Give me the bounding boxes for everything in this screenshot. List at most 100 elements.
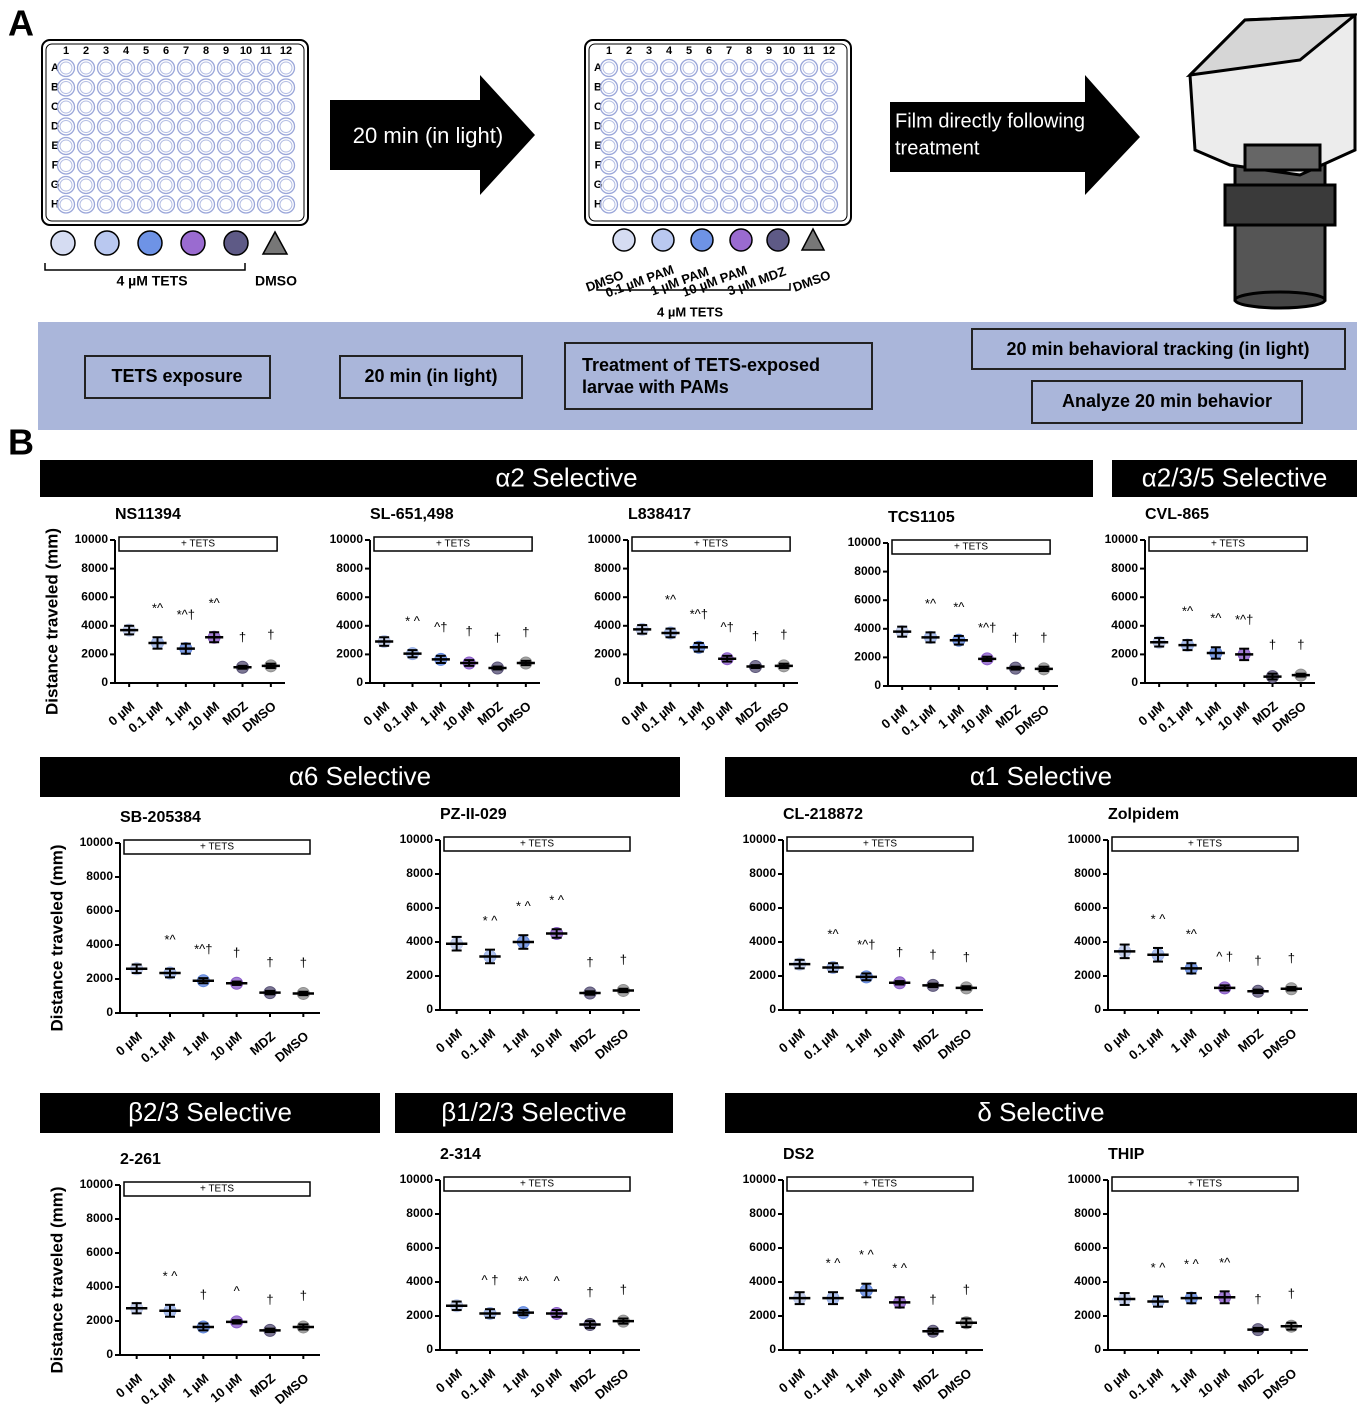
plate-row: H — [51, 198, 59, 210]
tets-box — [631, 536, 791, 552]
well — [179, 178, 193, 192]
well — [642, 159, 656, 172]
well — [96, 175, 116, 195]
well — [822, 61, 836, 75]
well — [136, 156, 156, 175]
arrow-label: Film directly following — [895, 110, 1085, 132]
well — [256, 156, 276, 175]
well — [279, 178, 293, 192]
y-tick-label: 2000 — [406, 968, 433, 982]
plate-column: 8 — [203, 45, 209, 57]
tets-label: + TETS — [520, 1179, 554, 1190]
well — [719, 97, 739, 117]
y-tick-label: 0 — [769, 1342, 776, 1356]
well — [659, 175, 679, 195]
well — [136, 97, 156, 117]
well — [116, 136, 136, 156]
y-tick-label: 8000 — [336, 561, 363, 575]
well — [136, 136, 156, 156]
significance: † — [929, 947, 936, 962]
well — [779, 195, 799, 214]
plate-row: F — [52, 159, 59, 171]
chart-title: SB-205384 — [120, 809, 201, 826]
well — [799, 156, 819, 175]
x-tick-label: 10 µM — [1195, 1025, 1233, 1060]
well — [722, 120, 736, 133]
x-tick-label: DMSO — [1260, 1025, 1300, 1062]
significance: *^ — [164, 932, 176, 947]
well — [96, 195, 116, 214]
well — [56, 195, 76, 214]
well — [156, 136, 176, 156]
y-tick-label: 4000 — [594, 618, 621, 632]
well — [799, 58, 819, 78]
well — [619, 136, 639, 156]
well — [76, 195, 96, 214]
well — [742, 139, 756, 153]
well — [662, 159, 676, 172]
well — [216, 175, 236, 195]
well — [779, 97, 799, 117]
well — [762, 120, 776, 133]
y-tick-label: 2000 — [81, 647, 108, 661]
well — [782, 120, 796, 133]
x-tick-label: 0.1 µM — [1126, 1365, 1166, 1402]
significance: † — [620, 1282, 627, 1297]
well — [659, 156, 679, 175]
well-swatch — [612, 228, 636, 252]
y-tick-label: 10000 — [743, 832, 777, 846]
significance: *^ — [953, 599, 965, 614]
well — [822, 159, 836, 172]
well — [156, 195, 176, 214]
well — [276, 117, 296, 136]
timeline-step: Analyze 20 min behavior — [1062, 391, 1272, 411]
y-tick-label: 8000 — [81, 561, 108, 575]
well — [156, 78, 176, 97]
significance: † — [267, 627, 274, 642]
x-tick-label: DMSO — [935, 1365, 975, 1402]
well — [799, 195, 819, 214]
significance: † — [200, 1287, 207, 1302]
tets-box — [118, 536, 278, 552]
chart-title: 2-314 — [440, 1146, 481, 1163]
well — [116, 97, 136, 117]
significance: † — [1297, 637, 1304, 652]
well — [136, 78, 156, 97]
x-tick-label: 0.1 µM — [801, 1365, 841, 1402]
x-tick-label: 1 µM — [1167, 1025, 1199, 1055]
well — [236, 117, 256, 136]
group-header — [40, 757, 680, 797]
plate-column: 5 — [686, 45, 692, 57]
well — [642, 61, 656, 75]
well — [722, 198, 736, 211]
well — [96, 156, 116, 175]
well — [256, 58, 276, 78]
plate-column: 10 — [783, 45, 795, 57]
y-tick-label: 8000 — [1074, 1206, 1101, 1220]
well — [639, 58, 659, 78]
well — [219, 139, 233, 153]
well — [739, 97, 759, 117]
arrow — [330, 75, 535, 195]
plate-row: D — [51, 120, 59, 132]
well — [602, 100, 616, 114]
y-tick-label: 2000 — [406, 1308, 433, 1322]
group-header — [40, 1093, 380, 1133]
well — [659, 97, 679, 117]
well — [619, 156, 639, 175]
well — [782, 178, 796, 192]
significance: * ^ — [163, 1268, 179, 1283]
y-tick-label: 6000 — [1111, 589, 1138, 603]
well — [762, 139, 776, 153]
plate-column: 4 — [123, 45, 130, 57]
well — [176, 136, 196, 156]
significance: ^ — [554, 1273, 561, 1288]
significance: † — [1288, 1286, 1295, 1301]
well — [722, 61, 736, 75]
y-tick-label: 10000 — [1068, 832, 1102, 846]
well — [682, 159, 696, 172]
well — [239, 100, 253, 114]
well — [159, 120, 173, 133]
y-axis-label: Distance traveled (mm) — [47, 1186, 66, 1373]
well — [279, 61, 293, 75]
